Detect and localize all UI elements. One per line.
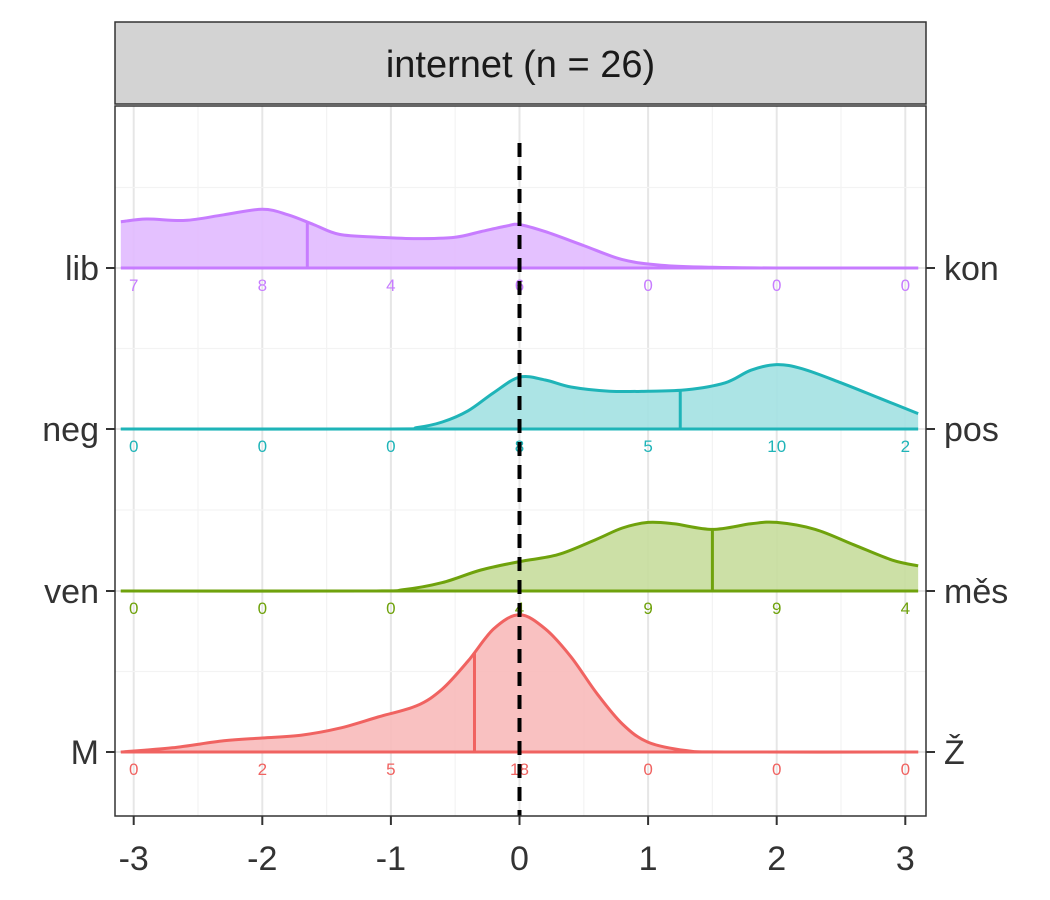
y-label-right: Ž bbox=[944, 734, 965, 772]
x-tick-label: -3 bbox=[119, 840, 149, 878]
count-label: 0 bbox=[643, 276, 652, 295]
y-label-right: kon bbox=[944, 250, 999, 288]
count-label: 0 bbox=[129, 760, 138, 779]
x-tick-label: -1 bbox=[376, 840, 406, 878]
x-tick-label: 0 bbox=[510, 840, 529, 878]
count-label: 0 bbox=[901, 760, 910, 779]
count-label: 0 bbox=[901, 276, 910, 295]
facet-strip bbox=[114, 21, 927, 105]
axes: -3 -2 -1 0 1 2 3 lib kon neg pos ven měs M Ž bbox=[42, 250, 1008, 878]
count-label: 7 bbox=[129, 276, 138, 295]
count-label: 5 bbox=[643, 437, 652, 456]
count-label: 2 bbox=[901, 437, 910, 456]
count-label: 8 bbox=[258, 276, 267, 295]
count-label: 0 bbox=[643, 760, 652, 779]
y-label-right: měs bbox=[944, 573, 1008, 611]
density-area bbox=[120, 522, 919, 592]
y-label-left: neg bbox=[42, 411, 99, 449]
count-label: 2 bbox=[258, 760, 267, 779]
count-label: 4 bbox=[901, 599, 910, 618]
count-label: 9 bbox=[643, 599, 652, 618]
x-tick-label: 3 bbox=[896, 840, 915, 878]
x-tick-label: -2 bbox=[247, 840, 277, 878]
density-line bbox=[120, 207, 919, 270]
count-label: 0 bbox=[386, 599, 395, 618]
count-label: 0 bbox=[129, 599, 138, 618]
count-label: 0 bbox=[772, 276, 781, 295]
facet-title: internet (n = 26) bbox=[386, 44, 655, 86]
count-label: 4 bbox=[386, 276, 395, 295]
count-label: 0 bbox=[772, 760, 781, 779]
count-label: 5 bbox=[386, 760, 395, 779]
count-label: 10 bbox=[767, 437, 786, 456]
count-label: 0 bbox=[258, 437, 267, 456]
x-tick-label: 1 bbox=[639, 840, 658, 878]
count-label: 0 bbox=[129, 437, 138, 456]
count-label: 9 bbox=[772, 599, 781, 618]
count-label: 0 bbox=[386, 437, 395, 456]
y-label-right: pos bbox=[944, 411, 999, 449]
x-tick-label: 2 bbox=[767, 840, 786, 878]
y-label-left: ven bbox=[44, 573, 99, 611]
density-line bbox=[120, 613, 919, 754]
count-label: 0 bbox=[258, 599, 267, 618]
y-label-left: lib bbox=[65, 250, 99, 288]
y-label-left: M bbox=[71, 734, 99, 772]
